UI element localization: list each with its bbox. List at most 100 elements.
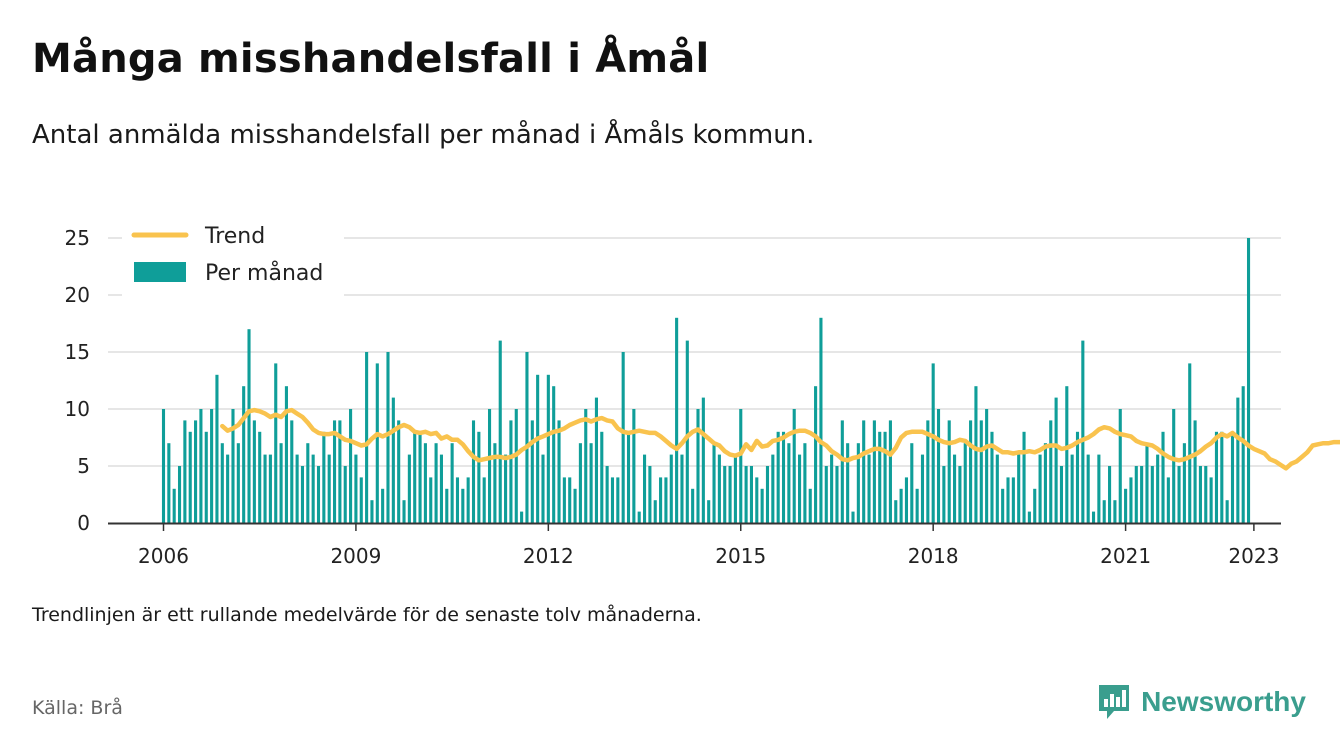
bar [1070,454,1074,523]
bar [520,511,524,523]
bar [798,454,802,523]
bar [471,420,476,523]
bar [856,443,860,523]
bar [450,443,454,523]
bar [696,409,700,523]
bar [1198,466,1202,523]
bar [664,477,668,523]
bar [311,454,315,523]
bar [1204,466,1208,523]
bar [461,488,465,523]
x-tick-label: 2006 [138,544,189,568]
bar [953,454,957,523]
bar [546,374,550,523]
bar [258,431,262,523]
bar [365,352,369,523]
bar [1172,409,1176,523]
bar [862,420,866,523]
bar [808,488,812,523]
bar [803,443,807,523]
bar [1214,431,1219,523]
bar [1108,466,1112,523]
bar [755,477,759,523]
bar [723,466,727,523]
bar [691,488,695,523]
bar-chart-speech-bubble-icon [1099,685,1130,719]
bar [514,409,518,523]
bar [397,420,401,523]
bar [407,454,411,523]
x-tick-label: 2012 [523,544,574,568]
bar [584,409,588,523]
bar [445,488,449,523]
bar [370,500,374,523]
bar [290,420,294,523]
bar [322,431,326,523]
bar [883,431,887,523]
bar [701,397,705,523]
bar [995,454,999,523]
bar [1145,443,1149,523]
bar [985,409,989,523]
bar [557,420,561,523]
bar [194,420,198,523]
bar [231,409,235,523]
bar [1065,386,1069,523]
bar [210,409,214,523]
bar [386,352,390,523]
bar [979,420,983,523]
bar [327,454,331,523]
bar [814,386,818,523]
bar [268,454,272,523]
bar [990,431,994,523]
x-tick-label: 2015 [715,544,766,568]
bar [466,477,470,523]
bar [888,420,892,523]
bar [1113,500,1117,523]
bar [1166,477,1170,523]
bar [295,454,299,523]
bar [306,443,310,523]
brand-logo[interactable]: Newsworthy [1097,683,1306,721]
bar [1102,500,1106,523]
bar [915,488,919,523]
bar [669,454,673,523]
bar [573,488,577,523]
bar [1006,477,1010,523]
bar [1049,420,1053,523]
bar [215,374,219,523]
bar [1001,488,1005,523]
bar [1236,397,1240,523]
bar [1129,477,1133,523]
bar [1156,454,1160,523]
bar [648,466,652,523]
bar [332,420,337,523]
legend: Trend Per månad [122,222,344,300]
bar [284,386,288,523]
bar [819,317,823,523]
bar [552,386,556,523]
bar [1081,340,1085,523]
x-tick-label: 2009 [330,544,381,568]
legend-trend-label: Trend [204,224,265,249]
bar [846,443,850,523]
bar [482,477,486,523]
bar [199,409,203,523]
bar [455,477,460,523]
bar [1220,431,1224,523]
bar [402,500,406,523]
bar [338,420,342,523]
bar [434,443,438,523]
y-tick-label: 25 [65,226,90,250]
footnote: Trendlinjen är ett rullande medelvärde f… [32,604,702,626]
bar [242,386,246,523]
bar [536,374,540,523]
bar [771,454,775,523]
bar [1097,454,1101,523]
bar [429,477,433,523]
bar [589,443,593,523]
bar [626,431,631,523]
bar [525,352,529,523]
bar [1086,454,1090,523]
